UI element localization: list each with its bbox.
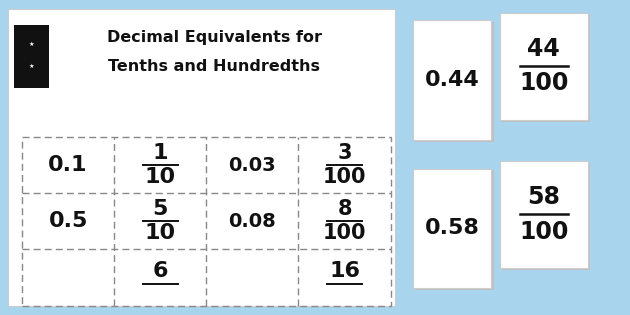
FancyBboxPatch shape bbox=[502, 14, 590, 122]
Text: 100: 100 bbox=[323, 167, 366, 187]
Text: 0.58: 0.58 bbox=[425, 218, 479, 238]
Text: 58: 58 bbox=[527, 185, 560, 209]
Text: 16: 16 bbox=[329, 261, 360, 281]
Text: Decimal Equivalents for: Decimal Equivalents for bbox=[106, 30, 322, 45]
Bar bbox=[22, 137, 391, 306]
Text: 0.03: 0.03 bbox=[229, 156, 276, 175]
Text: 0.44: 0.44 bbox=[425, 70, 479, 90]
FancyBboxPatch shape bbox=[14, 25, 49, 88]
Text: 100: 100 bbox=[519, 72, 568, 95]
Text: 5: 5 bbox=[152, 199, 168, 219]
Text: Tenths and Hundredths: Tenths and Hundredths bbox=[108, 59, 320, 74]
Text: 10: 10 bbox=[145, 223, 176, 243]
Text: ★: ★ bbox=[28, 42, 34, 47]
Text: 10: 10 bbox=[145, 167, 176, 187]
Text: 8: 8 bbox=[337, 199, 352, 219]
FancyBboxPatch shape bbox=[502, 163, 590, 270]
Text: 100: 100 bbox=[519, 220, 568, 243]
FancyBboxPatch shape bbox=[500, 13, 588, 120]
FancyBboxPatch shape bbox=[500, 161, 588, 268]
Text: 0.1: 0.1 bbox=[49, 155, 88, 175]
Text: 3: 3 bbox=[337, 143, 352, 163]
FancyBboxPatch shape bbox=[415, 22, 494, 142]
Text: 0.08: 0.08 bbox=[229, 212, 277, 231]
Text: ★: ★ bbox=[28, 64, 34, 69]
FancyBboxPatch shape bbox=[413, 20, 491, 140]
FancyBboxPatch shape bbox=[8, 9, 395, 306]
Text: 1: 1 bbox=[152, 143, 168, 163]
Text: 44: 44 bbox=[527, 37, 560, 61]
Text: 0.5: 0.5 bbox=[49, 211, 88, 231]
FancyBboxPatch shape bbox=[413, 169, 491, 288]
FancyBboxPatch shape bbox=[415, 170, 494, 290]
Text: 100: 100 bbox=[323, 223, 366, 243]
Text: 6: 6 bbox=[152, 261, 168, 281]
